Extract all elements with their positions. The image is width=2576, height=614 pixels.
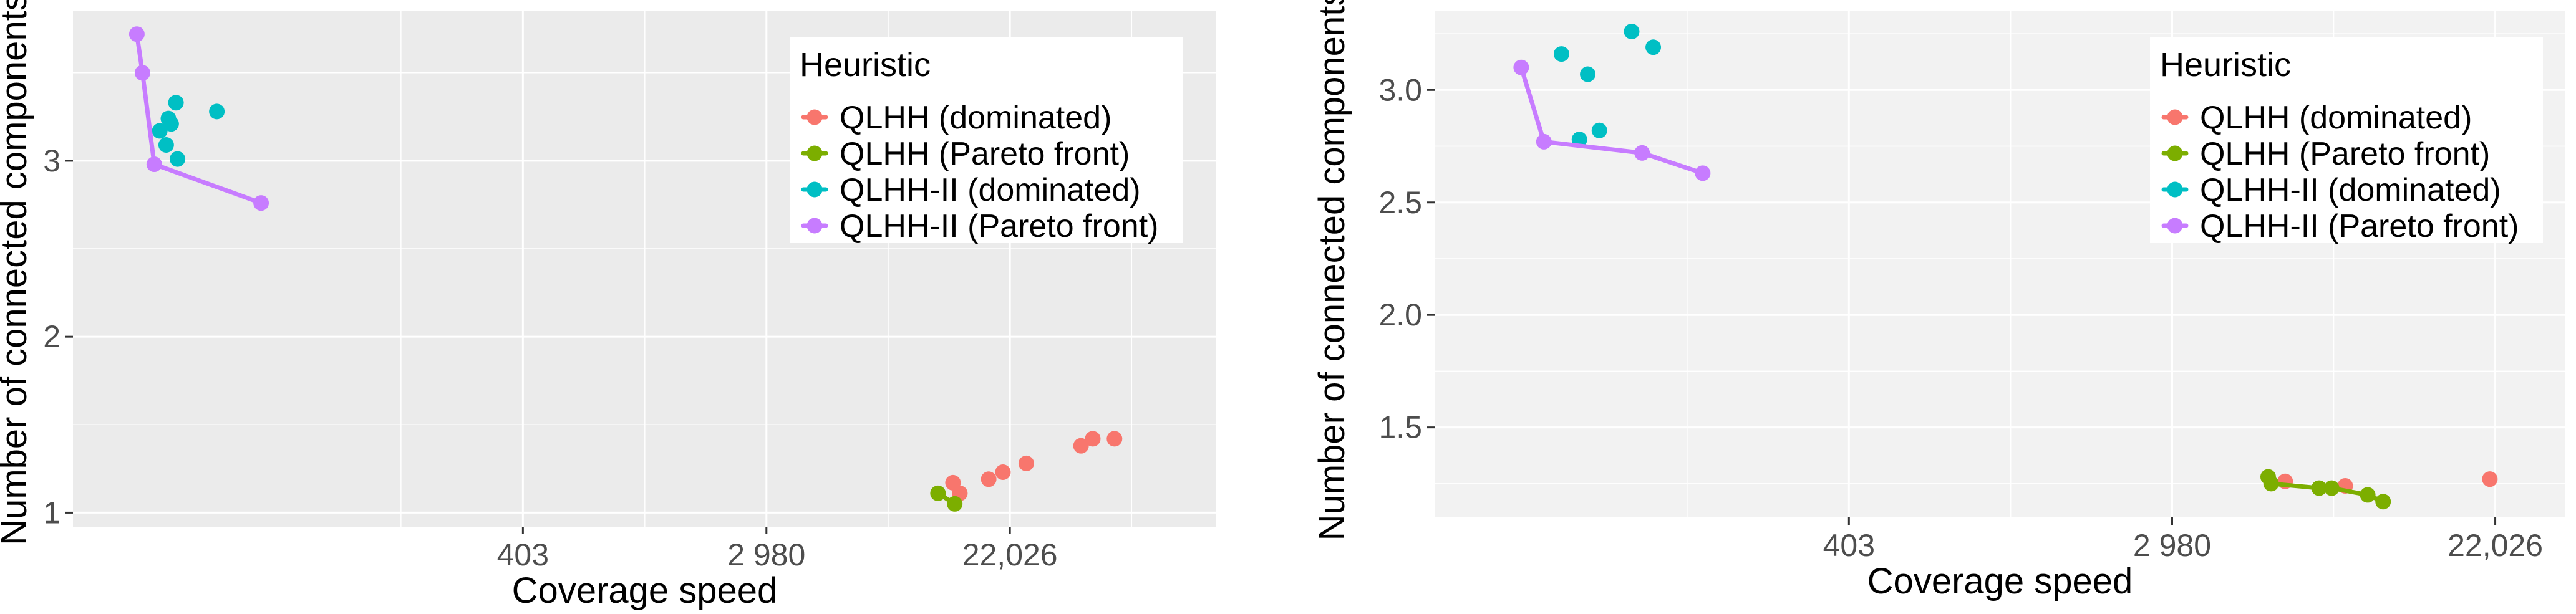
- legend-label-qlhh-dominated: QLHH (dominated): [840, 100, 1111, 136]
- data-point-qlhh-ii-dominated: [163, 116, 179, 132]
- y-tick-label: 2.0: [1378, 297, 1422, 332]
- chart-left-svg: 403 2 980 22,026 1 2 3 Coverage speed Number of…: [0, 0, 1216, 611]
- data-point-qlhh-ii-dominated: [1624, 23, 1640, 39]
- data-point-qlhh-ii-dominated: [158, 137, 174, 153]
- legend-label-qlhh-ii-pareto-front: QLHH-II (Pareto front): [840, 208, 1158, 244]
- data-point-qlhh-pareto-front: [2323, 480, 2340, 496]
- chart-panel-left: 403 2 980 22,026 1 2 3 Coverage speed Number of…: [0, 0, 1216, 611]
- legend-key-point: [806, 109, 823, 125]
- legend-key-point: [2167, 181, 2183, 198]
- data-point-qlhh-pareto-front: [2375, 494, 2391, 510]
- legend-label-qlhh-ii-dominated: QLHH-II (dominated): [2200, 172, 2501, 208]
- data-point-qlhh-pareto-front: [2360, 487, 2376, 503]
- data-point-qlhh-dominated: [1085, 431, 1101, 447]
- data-point-qlhh-dominated: [1018, 455, 1034, 471]
- data-point-qlhh-ii-dominated: [152, 123, 168, 139]
- data-point-qlhh-ii-dominated: [1591, 122, 1607, 138]
- y-tick-label: 1.5: [1378, 410, 1422, 445]
- x-tick-label: 2 980: [727, 537, 805, 572]
- legend-key-point: [806, 218, 823, 234]
- data-point-qlhh-ii-pareto-front: [1513, 59, 1529, 75]
- data-point-qlhh-ii-pareto-front: [146, 156, 162, 173]
- legend-label-qlhh-dominated: QLHH (dominated): [2200, 100, 2472, 136]
- data-point-qlhh-ii-dominated: [209, 103, 225, 120]
- x-tick-label: 403: [497, 537, 549, 572]
- data-point-qlhh-ii-dominated: [168, 95, 184, 111]
- legend-box: [2150, 37, 2543, 243]
- legend-key-point: [2167, 145, 2183, 161]
- series-line-qlhh-ii-pareto-front: [134, 32, 264, 206]
- y-tick-label: 2: [43, 319, 61, 354]
- data-point-qlhh-ii-dominated: [1645, 39, 1662, 55]
- x-tick-label: 22,026: [2448, 528, 2543, 563]
- y-axis-title: Number of connected components: [1312, 0, 1352, 540]
- data-point-qlhh-ii-dominated: [170, 151, 186, 167]
- y-tick-label: 3.0: [1378, 72, 1422, 107]
- data-point-qlhh-ii-pareto-front: [1695, 165, 1711, 181]
- data-point-qlhh-dominated: [995, 464, 1011, 481]
- data-point-qlhh-ii-pareto-front: [128, 26, 145, 42]
- y-tick-label: 2.5: [1378, 185, 1422, 220]
- data-point-qlhh-ii-pareto-front: [253, 195, 269, 211]
- data-point-qlhh-ii-pareto-front: [134, 65, 150, 81]
- chart-panel-right: 403 2 980 22,026 1.5 2.0 2.5 3.0 Coverage speed…: [1288, 0, 2576, 614]
- legend-label-qlhh-pareto-front: QLHH (Pareto front): [2200, 136, 2490, 172]
- y-tick-label: 1: [43, 495, 61, 530]
- data-point-qlhh-pareto-front: [947, 496, 963, 512]
- data-point-qlhh-ii-dominated: [1580, 66, 1596, 82]
- data-point-qlhh-ii-pareto-front: [1634, 145, 1650, 161]
- legend-label-qlhh-ii-dominated: QLHH-II (dominated): [840, 172, 1141, 208]
- legend-key-point: [806, 181, 823, 198]
- legend-key-point: [806, 145, 823, 161]
- legend-box: [790, 37, 1183, 243]
- legend-label-qlhh-pareto-front: QLHH (Pareto front): [840, 136, 1130, 172]
- data-point-qlhh-dominated: [1106, 431, 1123, 447]
- data-point-qlhh-dominated: [1073, 438, 1089, 454]
- legend-title: Heuristic: [800, 46, 931, 84]
- x-axis-title: Coverage speed: [512, 570, 778, 611]
- data-point-qlhh-pareto-front: [2311, 480, 2327, 496]
- y-axis-title: Number of connected components: [0, 0, 34, 545]
- legend-label-qlhh-ii-pareto-front: QLHH-II (Pareto front): [2200, 208, 2519, 244]
- data-point-qlhh-dominated: [981, 471, 997, 487]
- data-point-qlhh-dominated: [2482, 471, 2498, 487]
- chart-right-svg: 403 2 980 22,026 1.5 2.0 2.5 3.0 Coverage speed…: [1312, 0, 2565, 602]
- legend-key-point: [2167, 109, 2183, 125]
- legend-title: Heuristic: [2160, 46, 2291, 84]
- y-tick-label: 3: [43, 143, 61, 178]
- x-tick-label: 2 980: [2133, 528, 2211, 563]
- data-point-qlhh-pareto-front: [930, 485, 946, 501]
- legend-key-point: [2167, 218, 2183, 234]
- series-line-qlhh-ii-pareto-front: [1519, 65, 1705, 176]
- x-tick-label: 403: [1823, 528, 1875, 563]
- x-axis-title: Coverage speed: [1867, 561, 2133, 602]
- data-point-qlhh-ii-dominated: [1553, 46, 1569, 62]
- data-point-qlhh-pareto-front: [2263, 476, 2279, 492]
- x-tick-label: 22,026: [962, 537, 1058, 572]
- data-point-qlhh-ii-pareto-front: [1536, 133, 1552, 150]
